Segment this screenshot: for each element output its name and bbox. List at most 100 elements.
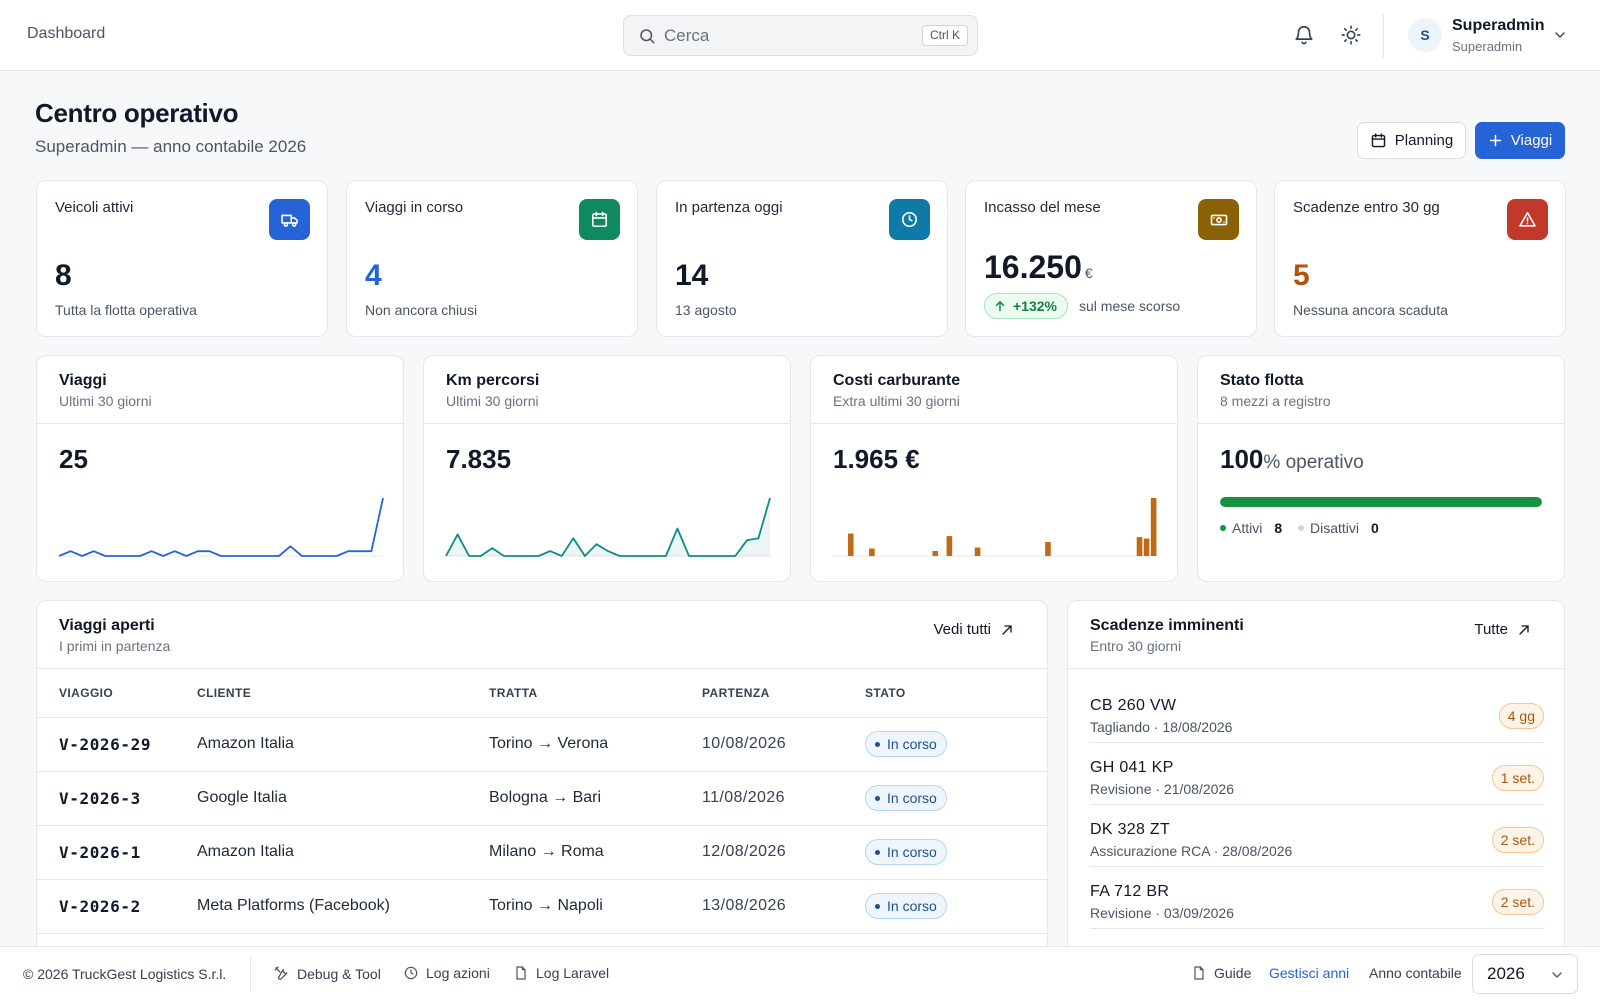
column-header[interactable]: CLIENTE xyxy=(197,669,489,718)
fleet-percentage: 100% operativo xyxy=(1220,444,1364,475)
search-box[interactable]: Ctrl K xyxy=(623,15,978,56)
debug-tool-link[interactable]: Debug & Tool xyxy=(273,965,381,982)
stat-card-deadlines[interactable]: Scadenze entro 30 gg 5 Nessuna ancora sc… xyxy=(1274,180,1566,337)
card-subtitle: Entro 30 giorni xyxy=(1090,638,1182,654)
stat-value: 16.250 € xyxy=(984,249,1093,286)
stat-card-trips-in-progress[interactable]: Viaggi in corso 4 Non ancora chiusi xyxy=(346,180,638,337)
debug-tool-label: Debug & Tool xyxy=(297,965,381,982)
chevron-down-icon[interactable] xyxy=(1552,27,1568,43)
page-title: Centro operativo xyxy=(35,98,239,128)
planning-button[interactable]: Planning xyxy=(1357,122,1466,159)
stat-icon-box xyxy=(269,199,310,240)
see-all-link[interactable]: Vedi tutti xyxy=(933,621,1015,638)
footer: © 2026 TruckGest Logistics S.r.l. Debug … xyxy=(0,946,1600,1000)
change-badge: +132% xyxy=(984,293,1068,319)
see-all-label: Vedi tutti xyxy=(933,621,991,638)
table-row[interactable]: V-2026-1 Amazon Italia Milano → Roma 12/… xyxy=(37,825,1047,880)
table-row[interactable]: V-2026-3 Google Italia Bologna → Bari 11… xyxy=(37,771,1047,826)
trip-id[interactable]: V-2026-2 xyxy=(37,879,197,934)
log-actions-link[interactable]: Log azioni xyxy=(403,965,490,981)
deadline-item[interactable]: CB 260 VW Tagliando · 18/08/2026 4 gg xyxy=(1090,681,1544,743)
log-laravel-link[interactable]: Log Laravel xyxy=(513,965,609,981)
fleet-percentage-value: 100 xyxy=(1220,444,1264,474)
card-divider xyxy=(37,668,1047,669)
chevron-down-icon xyxy=(1552,972,1562,978)
deadline-badge: 1 set. xyxy=(1491,765,1544,791)
arrow-up-icon xyxy=(995,301,1005,312)
deadline-detail: Assicurazione RCA · 28/08/2026 xyxy=(1090,843,1293,859)
legend-active-value: 8 xyxy=(1274,520,1283,536)
trip-id[interactable]: V-2026-3 xyxy=(37,771,197,826)
status-dot xyxy=(875,903,880,909)
deadline-detail: Tagliando · 18/08/2026 xyxy=(1090,719,1233,735)
status-dot xyxy=(875,795,880,801)
arrow-up-right-icon xyxy=(1519,624,1529,635)
chart-card-fuel: Costi carburante Extra ultimi 30 giorni … xyxy=(810,355,1178,582)
card-subtitle: I primi in partenza xyxy=(59,638,171,654)
all-deadlines-label: Tutte xyxy=(1474,621,1508,638)
search-input[interactable] xyxy=(664,16,904,55)
status-label: In corso xyxy=(887,790,937,806)
chart-subtitle: Extra ultimi 30 giorni xyxy=(833,393,960,409)
tools-icon xyxy=(274,966,288,980)
legend-inactive-label: Disattivi xyxy=(1310,520,1360,536)
status-badge: In corso xyxy=(865,785,947,811)
trip-id[interactable]: V-2026-29 xyxy=(37,717,197,772)
breadcrumb[interactable]: Dashboard xyxy=(27,25,106,42)
warning-icon xyxy=(1519,211,1536,227)
trip-client: Amazon Italia xyxy=(197,717,489,772)
search-shortcut: Ctrl K xyxy=(922,25,968,46)
column-header[interactable]: STATO xyxy=(865,669,1047,718)
bell-icon[interactable] xyxy=(1293,24,1315,46)
card-divider xyxy=(1068,668,1564,669)
trip-status-cell: In corso xyxy=(865,825,1047,880)
km-sparkline xyxy=(445,497,771,557)
change-note: sul mese scorso xyxy=(1079,298,1181,314)
column-header[interactable]: VIAGGIO xyxy=(37,669,197,718)
all-deadlines-link[interactable]: Tutte xyxy=(1474,621,1532,638)
stat-card-departing-today[interactable]: In partenza oggi 14 13 agosto xyxy=(656,180,948,337)
trip-id[interactable]: V-2026-1 xyxy=(37,825,197,880)
fuel-bar xyxy=(1045,542,1051,556)
fuel-bar xyxy=(974,547,981,556)
calendar-icon xyxy=(1371,133,1386,148)
stat-value: 8 xyxy=(55,259,72,292)
deadline-item[interactable]: FA 712 BR Revisione · 03/09/2026 2 set. xyxy=(1090,867,1544,929)
table-row[interactable]: V-2026-2 Meta Platforms (Facebook) Torin… xyxy=(37,879,1047,934)
plus-icon xyxy=(1489,134,1502,147)
avatar[interactable]: S xyxy=(1408,18,1442,52)
column-header[interactable]: PARTENZA xyxy=(702,669,865,718)
user-name[interactable]: Superadmin xyxy=(1452,17,1545,34)
user-role: Superadmin xyxy=(1452,39,1523,54)
legend-active: Attivi 8 xyxy=(1220,520,1282,536)
stat-card-monthly-revenue[interactable]: Incasso del mese 16.250 € +132% sul mese … xyxy=(965,180,1257,337)
sun-icon[interactable] xyxy=(1340,24,1362,46)
series-line xyxy=(445,497,771,557)
status-badge: In corso xyxy=(865,893,947,919)
deadline-item[interactable]: GH 041 KP Revisione · 21/08/2026 1 set. xyxy=(1090,743,1544,805)
card-title: Viaggi aperti xyxy=(59,617,155,634)
fuel-bar xyxy=(847,533,854,556)
calendar-icon xyxy=(591,211,608,228)
column-header[interactable]: TRATTA xyxy=(489,669,702,718)
truck-icon xyxy=(280,214,298,227)
revenue-value: 16.250 xyxy=(984,249,1082,285)
year-select-value: 2026 xyxy=(1487,964,1525,983)
legend-inactive-value: 0 xyxy=(1371,520,1379,536)
trip-status-cell: In corso xyxy=(865,717,1047,772)
legend-dot xyxy=(1220,525,1226,531)
guide-link[interactable]: Guide xyxy=(1191,965,1251,981)
fleet-progress-bar xyxy=(1220,497,1542,507)
year-select[interactable]: 2026 xyxy=(1472,954,1578,994)
deadline-badge: 2 set. xyxy=(1491,827,1544,853)
deadline-item[interactable]: DK 328 ZT Assicurazione RCA · 28/08/2026… xyxy=(1090,805,1544,867)
manage-years-link[interactable]: Gestisci anni xyxy=(1269,965,1350,981)
stat-icon-box xyxy=(1198,199,1239,240)
status-dot xyxy=(875,741,880,747)
copyright: © 2026 TruckGest Logistics S.r.l. xyxy=(23,966,227,982)
card-divider xyxy=(811,423,1177,424)
new-trip-button[interactable]: Viaggi xyxy=(1475,122,1565,159)
stat-value: 5 xyxy=(1293,259,1310,292)
stat-card-vehicles[interactable]: Veicoli attivi 8 Tutta la flotta operati… xyxy=(36,180,328,337)
table-row[interactable]: V-2026-29 Amazon Italia Torino → Verona … xyxy=(37,717,1047,772)
